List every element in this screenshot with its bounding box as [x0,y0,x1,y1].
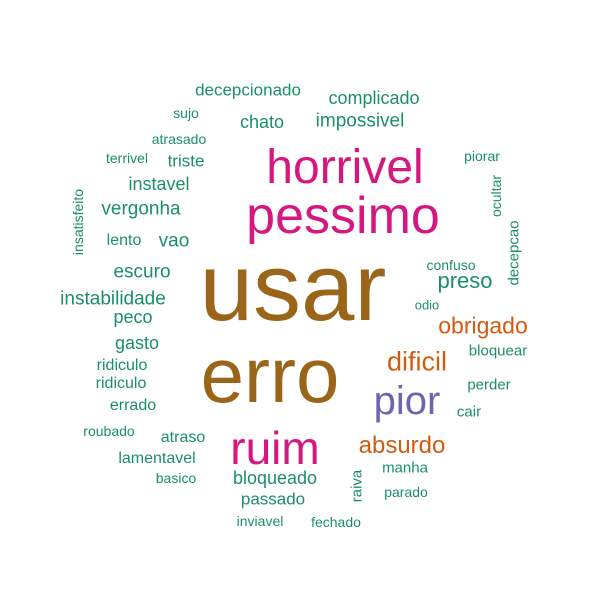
word-ridiculo: ridiculo [96,357,148,374]
word-parado: parado [384,484,428,500]
word-lento: lento [106,232,142,249]
word-perder: perder [467,376,511,394]
word-impossivel: impossivel [315,110,405,132]
word-bloquear: bloquear [468,342,528,360]
word-fechado: fechado [311,514,361,530]
word-erro: erro [200,331,340,419]
word-obrigado: obrigado [438,312,528,339]
word-absurdo: absurdo [358,432,446,459]
word-atrasado: atrasado [151,131,207,147]
word-sujo: sujo [173,105,199,121]
word-escuro: escuro [113,261,171,283]
word-confuso: confuso [426,257,476,273]
word-cair: cair [456,403,482,421]
word-bloqueado: bloqueado [232,468,318,488]
word-piorar: piorar [464,148,500,164]
word-raiva: raiva [348,469,366,503]
word-instavel: instavel [128,174,190,194]
word-gasto: gasto [114,333,160,353]
word-manha: manha [382,459,428,477]
word-usar: usar [199,234,387,341]
word-ocultar: ocultar [488,174,504,218]
word-dificil: dificil [386,346,448,377]
word-pessimo: pessimo [246,187,440,245]
word-vao: vao [158,230,190,252]
word-insatisfeito: insatisfeito [70,188,86,256]
word-passado: passado [240,489,306,509]
word-complicado: complicado [328,88,420,108]
word-odio: odio [414,297,440,313]
word-decepcao: decepcao [505,220,523,286]
word-lamentavel: lamentavel [118,450,196,467]
word-peco: peco [113,307,153,327]
word-inviavel: inviavel [236,513,284,529]
word-terrivel: terrivel [105,150,149,166]
word-instabilidade: instabilidade [60,288,166,310]
word-errado: errado [109,397,157,414]
word-ruim: ruim [230,422,320,474]
word-atraso: atraso [160,429,206,446]
word-roubado: roubado [83,423,135,439]
word-chato: chato [239,112,285,132]
word-decepcionado: decepcionado [195,80,301,100]
word-vergonha: vergonha [101,198,181,220]
word-triste: triste [167,151,205,171]
word-preso: preso [437,268,493,293]
word-horrivel: horrivel [266,141,424,194]
word-basico: basico [155,470,197,486]
word-ridiculo-2: ridiculo [95,375,147,392]
word-pior: pior [373,379,441,423]
